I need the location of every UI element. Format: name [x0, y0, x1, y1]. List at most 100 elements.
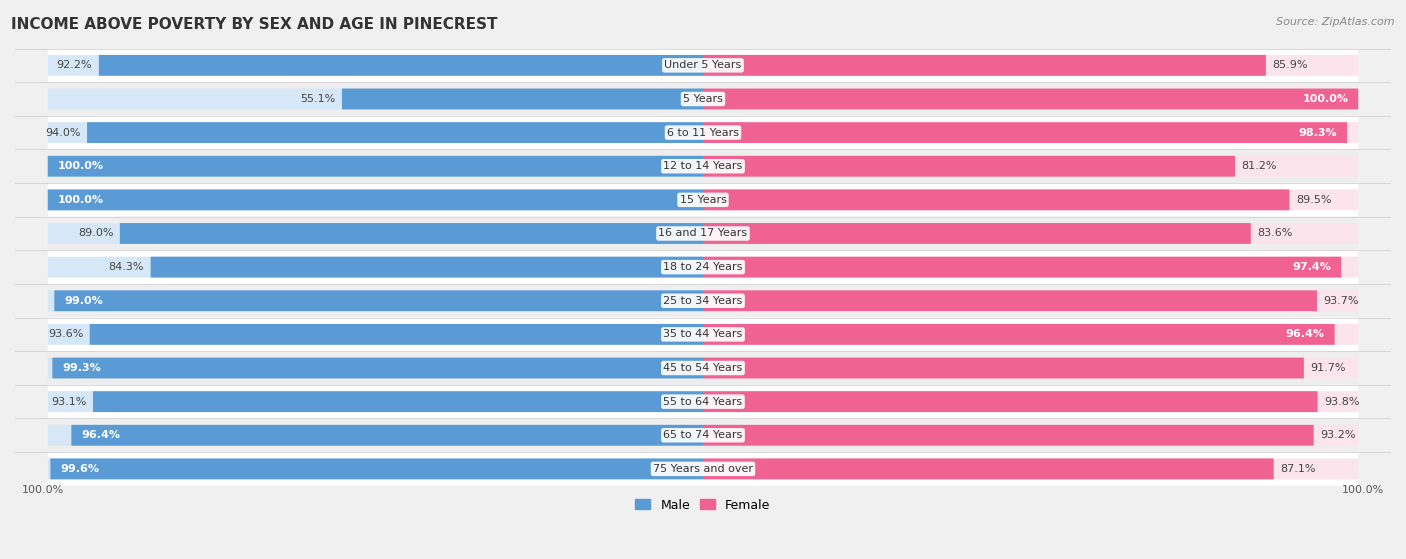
Text: 45 to 54 Years: 45 to 54 Years	[664, 363, 742, 373]
FancyBboxPatch shape	[48, 116, 1358, 149]
FancyBboxPatch shape	[703, 458, 1358, 479]
Text: 25 to 34 Years: 25 to 34 Years	[664, 296, 742, 306]
Text: 15 Years: 15 Years	[679, 195, 727, 205]
Text: 99.6%: 99.6%	[60, 464, 100, 474]
Text: 89.0%: 89.0%	[77, 229, 114, 239]
FancyBboxPatch shape	[703, 324, 1358, 345]
Text: 100.0%: 100.0%	[58, 195, 104, 205]
Text: 98.3%: 98.3%	[1299, 127, 1337, 138]
FancyBboxPatch shape	[48, 217, 1358, 250]
FancyBboxPatch shape	[703, 122, 1358, 143]
FancyBboxPatch shape	[703, 257, 1341, 278]
Text: 99.3%: 99.3%	[62, 363, 101, 373]
FancyBboxPatch shape	[703, 190, 1358, 210]
FancyBboxPatch shape	[48, 318, 1358, 351]
FancyBboxPatch shape	[48, 149, 1358, 183]
FancyBboxPatch shape	[703, 223, 1251, 244]
FancyBboxPatch shape	[48, 156, 703, 177]
FancyBboxPatch shape	[93, 391, 703, 412]
Text: 35 to 44 Years: 35 to 44 Years	[664, 329, 742, 339]
Text: Under 5 Years: Under 5 Years	[665, 60, 741, 70]
FancyBboxPatch shape	[87, 122, 703, 143]
FancyBboxPatch shape	[703, 156, 1358, 177]
FancyBboxPatch shape	[703, 425, 1313, 446]
Text: 100.0%: 100.0%	[1302, 94, 1348, 104]
FancyBboxPatch shape	[342, 88, 703, 110]
FancyBboxPatch shape	[703, 156, 1234, 177]
FancyBboxPatch shape	[48, 284, 1358, 318]
Text: 93.6%: 93.6%	[48, 329, 83, 339]
FancyBboxPatch shape	[703, 290, 1317, 311]
Text: 6 to 11 Years: 6 to 11 Years	[666, 127, 740, 138]
Text: 93.2%: 93.2%	[1320, 430, 1355, 440]
Text: 83.6%: 83.6%	[1257, 229, 1292, 239]
FancyBboxPatch shape	[48, 358, 703, 378]
FancyBboxPatch shape	[48, 223, 703, 244]
FancyBboxPatch shape	[48, 452, 1358, 486]
FancyBboxPatch shape	[48, 391, 703, 412]
Text: 100.0%: 100.0%	[1343, 485, 1385, 495]
Text: 65 to 74 Years: 65 to 74 Years	[664, 430, 742, 440]
FancyBboxPatch shape	[703, 190, 1289, 210]
FancyBboxPatch shape	[703, 257, 1358, 278]
Text: 75 Years and over: 75 Years and over	[652, 464, 754, 474]
FancyBboxPatch shape	[703, 458, 1274, 479]
FancyBboxPatch shape	[48, 290, 703, 311]
Text: 85.9%: 85.9%	[1272, 60, 1308, 70]
Text: 100.0%: 100.0%	[58, 161, 104, 171]
FancyBboxPatch shape	[703, 122, 1347, 143]
Text: 55 to 64 Years: 55 to 64 Years	[664, 397, 742, 406]
FancyBboxPatch shape	[55, 290, 703, 311]
Text: 100.0%: 100.0%	[21, 485, 63, 495]
FancyBboxPatch shape	[48, 122, 703, 143]
Text: 92.2%: 92.2%	[56, 60, 93, 70]
FancyBboxPatch shape	[703, 391, 1317, 412]
Text: 94.0%: 94.0%	[45, 127, 80, 138]
FancyBboxPatch shape	[48, 324, 703, 345]
FancyBboxPatch shape	[48, 82, 1358, 116]
FancyBboxPatch shape	[703, 55, 1265, 76]
FancyBboxPatch shape	[48, 156, 703, 177]
FancyBboxPatch shape	[120, 223, 703, 244]
FancyBboxPatch shape	[703, 223, 1358, 244]
Text: 97.4%: 97.4%	[1292, 262, 1331, 272]
Text: 99.0%: 99.0%	[65, 296, 103, 306]
FancyBboxPatch shape	[703, 358, 1303, 378]
Text: 93.8%: 93.8%	[1324, 397, 1360, 406]
FancyBboxPatch shape	[48, 88, 703, 110]
FancyBboxPatch shape	[48, 55, 703, 76]
Text: 18 to 24 Years: 18 to 24 Years	[664, 262, 742, 272]
FancyBboxPatch shape	[48, 183, 1358, 217]
Text: 12 to 14 Years: 12 to 14 Years	[664, 161, 742, 171]
FancyBboxPatch shape	[703, 290, 1358, 311]
Text: 16 and 17 Years: 16 and 17 Years	[658, 229, 748, 239]
FancyBboxPatch shape	[72, 425, 703, 446]
FancyBboxPatch shape	[703, 55, 1358, 76]
FancyBboxPatch shape	[48, 351, 1358, 385]
Text: 81.2%: 81.2%	[1241, 161, 1277, 171]
FancyBboxPatch shape	[703, 391, 1358, 412]
Text: 84.3%: 84.3%	[108, 262, 143, 272]
Text: 96.4%: 96.4%	[1286, 329, 1324, 339]
FancyBboxPatch shape	[48, 257, 703, 278]
FancyBboxPatch shape	[48, 250, 1358, 284]
Text: 93.1%: 93.1%	[51, 397, 86, 406]
FancyBboxPatch shape	[703, 358, 1358, 378]
FancyBboxPatch shape	[48, 458, 703, 479]
Text: 96.4%: 96.4%	[82, 430, 120, 440]
Text: 55.1%: 55.1%	[299, 94, 336, 104]
FancyBboxPatch shape	[52, 358, 703, 378]
Text: Source: ZipAtlas.com: Source: ZipAtlas.com	[1277, 17, 1395, 27]
Text: 91.7%: 91.7%	[1310, 363, 1346, 373]
Text: 93.7%: 93.7%	[1323, 296, 1360, 306]
FancyBboxPatch shape	[98, 55, 703, 76]
Text: INCOME ABOVE POVERTY BY SEX AND AGE IN PINECREST: INCOME ABOVE POVERTY BY SEX AND AGE IN P…	[11, 17, 498, 32]
Legend: Male, Female: Male, Female	[630, 494, 776, 517]
FancyBboxPatch shape	[48, 419, 1358, 452]
FancyBboxPatch shape	[48, 190, 703, 210]
FancyBboxPatch shape	[48, 385, 1358, 419]
FancyBboxPatch shape	[48, 425, 703, 446]
Text: 5 Years: 5 Years	[683, 94, 723, 104]
FancyBboxPatch shape	[703, 88, 1358, 110]
FancyBboxPatch shape	[150, 257, 703, 278]
